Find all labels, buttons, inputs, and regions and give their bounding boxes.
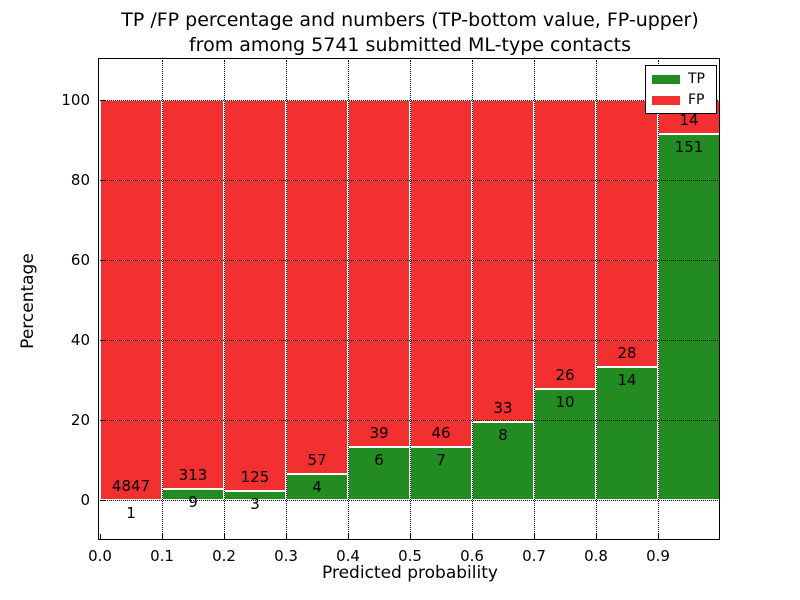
fp-count-label: 57 xyxy=(307,450,327,469)
tp-count-label: 14 xyxy=(617,370,637,389)
gridline-vertical xyxy=(471,60,473,540)
x-axis-label: Predicted probability xyxy=(322,563,498,583)
bar-segment-fp xyxy=(224,100,286,491)
x-tick-mark xyxy=(223,534,225,540)
gridline-vertical xyxy=(223,60,225,540)
tp-count-label: 151 xyxy=(674,137,704,156)
x-tick-mark xyxy=(347,534,349,540)
bar-segment-tp xyxy=(534,388,596,500)
gridline-vertical xyxy=(595,60,597,540)
bar-segment-tp xyxy=(596,366,658,500)
x-tick-label: 0.8 xyxy=(584,547,608,565)
fp-count-label: 46 xyxy=(431,424,451,443)
y-tick-label: 20 xyxy=(70,411,90,429)
x-tick-label: 0.3 xyxy=(274,547,298,565)
legend-swatch-fp xyxy=(652,95,680,105)
y-tick-label: 100 xyxy=(61,91,90,109)
x-tick-label: 0.2 xyxy=(212,547,236,565)
gridline-vertical xyxy=(657,60,659,540)
fp-count-label: 4847 xyxy=(111,476,151,495)
x-tick-mark xyxy=(99,534,101,540)
x-tick-mark xyxy=(471,534,473,540)
bar-segment-fp xyxy=(162,100,224,489)
legend-box: TP FP xyxy=(645,65,717,114)
legend-label: TP xyxy=(688,71,705,87)
chart-title-line1: TP /FP percentage and numbers (TP-bottom… xyxy=(121,9,699,31)
gridline-horizontal xyxy=(100,99,720,101)
x-tick-mark xyxy=(161,534,163,540)
fp-count-label: 26 xyxy=(555,365,575,384)
x-tick-mark xyxy=(409,534,411,540)
x-tick-label: 0.4 xyxy=(336,547,360,565)
bar-segment-tp xyxy=(410,447,472,500)
tp-count-label: 4 xyxy=(312,477,322,496)
y-tick-label: 80 xyxy=(70,171,90,189)
fp-count-label: 14 xyxy=(679,110,699,129)
chart-title-line2: from among 5741 submitted ML-type contac… xyxy=(188,34,632,56)
gridline-horizontal xyxy=(100,179,720,181)
tp-count-label: 1 xyxy=(126,503,136,522)
gridline-horizontal xyxy=(100,419,720,421)
x-tick-label: 0.6 xyxy=(460,547,484,565)
y-axis-label: Percentage xyxy=(18,253,38,349)
bar-segment-fp xyxy=(286,100,348,474)
x-tick-mark xyxy=(595,534,597,540)
legend-swatch-tp xyxy=(652,74,680,84)
tp-count-label: 3 xyxy=(250,494,260,513)
chart-title: TP /FP percentage and numbers (TP-bottom… xyxy=(100,8,720,58)
legend-item-fp: FP xyxy=(652,92,710,108)
x-tick-label: 0.0 xyxy=(88,547,112,565)
bar-segment-tp xyxy=(286,473,348,500)
gridline-vertical xyxy=(533,60,535,540)
gridline-vertical xyxy=(347,60,349,540)
x-tick-mark xyxy=(285,534,287,540)
fp-count-label: 125 xyxy=(240,467,270,486)
gridline-horizontal xyxy=(100,259,720,261)
y-tick-mark xyxy=(100,419,106,421)
fp-count-label: 313 xyxy=(178,465,208,484)
y-tick-mark xyxy=(100,179,106,181)
legend-label: FP xyxy=(688,92,705,108)
y-tick-mark xyxy=(100,339,106,341)
bar-segment-fp xyxy=(410,100,472,448)
x-tick-label: 0.1 xyxy=(150,547,174,565)
tp-count-label: 10 xyxy=(555,392,575,411)
y-tick-mark xyxy=(100,499,106,501)
fp-count-label: 33 xyxy=(493,398,513,417)
x-tick-mark xyxy=(657,534,659,540)
x-tick-label: 0.7 xyxy=(522,547,546,565)
tp-count-label: 6 xyxy=(374,450,384,469)
bar-segment-fp xyxy=(100,100,162,500)
legend-item-tp: TP xyxy=(652,71,710,87)
x-tick-label: 0.9 xyxy=(646,547,670,565)
y-tick-label: 40 xyxy=(70,331,90,349)
gridline-vertical xyxy=(285,60,287,540)
fp-count-label: 39 xyxy=(369,423,389,442)
fp-count-label: 28 xyxy=(617,343,637,362)
bar-segment-tp xyxy=(658,133,720,500)
tp-count-label: 7 xyxy=(436,451,446,470)
gridline-horizontal xyxy=(100,339,720,341)
gridline-horizontal xyxy=(100,499,720,501)
tp-count-label: 9 xyxy=(188,492,198,511)
bar-segment-fp xyxy=(596,100,658,367)
gridline-vertical xyxy=(161,60,163,540)
bar-segment-tp xyxy=(472,421,534,500)
gridline-vertical xyxy=(409,60,411,540)
y-tick-mark xyxy=(100,259,106,261)
y-tick-label: 60 xyxy=(70,251,90,269)
bar-segment-fp xyxy=(348,100,410,447)
bar-segment-fp xyxy=(472,100,534,422)
x-tick-mark xyxy=(533,534,535,540)
y-tick-mark xyxy=(100,99,106,101)
tp-count-label: 8 xyxy=(498,425,508,444)
y-tick-label: 0 xyxy=(80,491,90,509)
bar-segment-fp xyxy=(534,100,596,389)
x-tick-label: 0.5 xyxy=(398,547,422,565)
